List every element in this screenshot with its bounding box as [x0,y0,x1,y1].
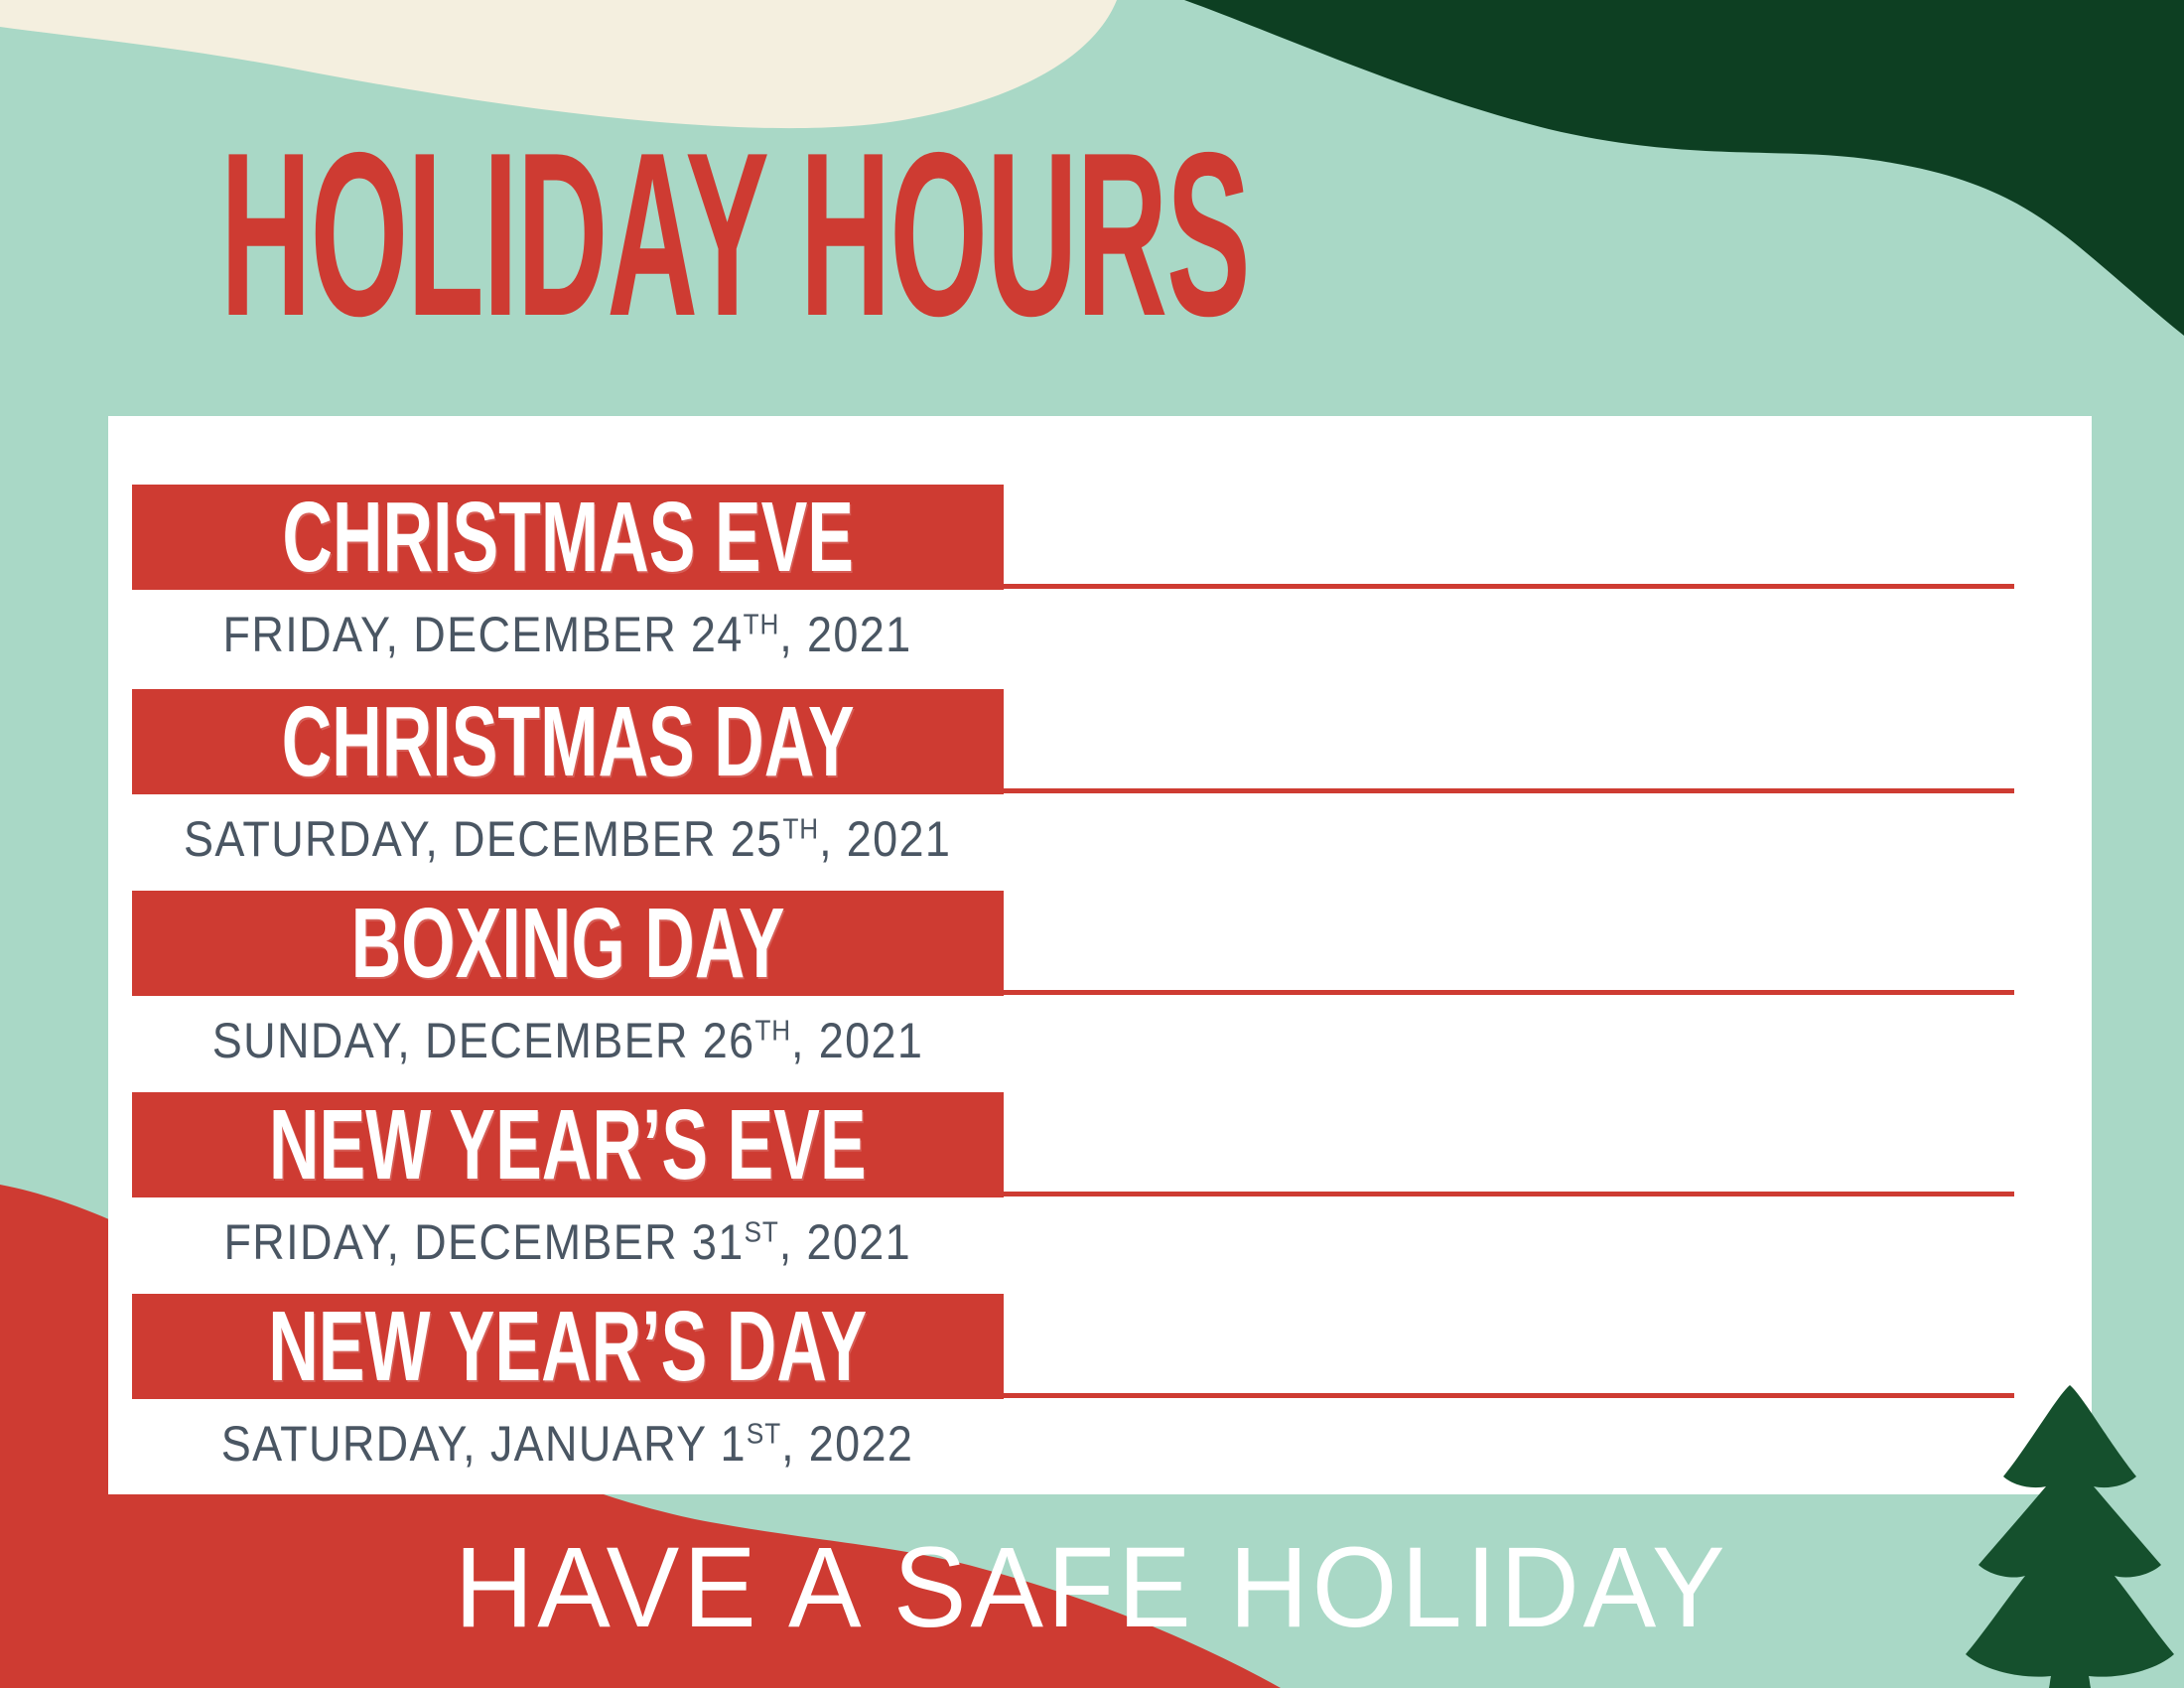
date-ordinal: TH [782,813,820,846]
hours-line [132,1393,2014,1398]
holiday-name: NEW YEAR’S DAY [268,1291,868,1402]
page-title-text: HOLIDAY HOURS [220,103,1251,364]
hours-line [132,990,2014,995]
holiday-name: BOXING DAY [350,888,785,999]
red-blob [0,1185,1281,1688]
date-text: FRIDAY, DECEMBER 31 [223,1214,745,1270]
hours-line [132,788,2014,793]
page-title: HOLIDAY HOURS [220,117,2126,351]
holiday-banner: CHRISTMAS EVE [132,485,1004,590]
date-year: , 2021 [779,1214,912,1270]
date-year: , 2021 [819,811,952,867]
footer-message: HAVE A SAFE HOLIDAY [0,1531,2184,1645]
holiday-name: CHRISTMAS EVE [282,482,854,593]
schedule-row-new-years-eve: NEW YEAR’S EVE FRIDAY, DECEMBER 31ST, 20… [108,1092,2092,1303]
date-text: SUNDAY, DECEMBER 26 [211,1013,755,1068]
holiday-date: SATURDAY, DECEMBER 25TH, 2021 [132,812,1004,866]
holiday-banner: BOXING DAY [132,891,1004,996]
schedule-card: CHRISTMAS EVE FRIDAY, DECEMBER 24TH, 202… [108,416,2092,1494]
holiday-date: SATURDAY, JANUARY 1ST, 2022 [132,1417,1004,1471]
schedule-row-boxing-day: BOXING DAY SUNDAY, DECEMBER 26TH, 2021 [108,891,2092,1101]
holiday-banner: NEW YEAR’S DAY [132,1294,1004,1399]
date-ordinal: ST [747,1418,782,1451]
hours-line [132,584,2014,589]
green-wave [1184,0,2184,336]
date-year: , 2022 [781,1416,914,1472]
date-ordinal: TH [744,609,780,641]
holiday-banner: NEW YEAR’S EVE [132,1092,1004,1197]
schedule-row-christmas-day: CHRISTMAS DAY SATURDAY, DECEMBER 25TH, 2… [108,689,2092,900]
schedule-row-christmas-eve: CHRISTMAS EVE FRIDAY, DECEMBER 24TH, 202… [108,485,2092,695]
date-ordinal: ST [744,1216,780,1249]
schedule-row-new-years-day: NEW YEAR’S DAY SATURDAY, JANUARY 1ST, 20… [108,1294,2092,1504]
holiday-name: CHRISTMAS DAY [281,686,855,797]
holiday-date: FRIDAY, DECEMBER 31ST, 2021 [132,1215,1004,1269]
date-text: FRIDAY, DECEMBER 24 [223,607,745,662]
date-year: , 2021 [791,1013,924,1068]
holiday-name: NEW YEAR’S EVE [269,1089,867,1200]
cream-blob [0,0,1117,129]
hours-line [132,1192,2014,1196]
date-text: SATURDAY, DECEMBER 25 [184,811,783,867]
footer-message-text: HAVE A SAFE HOLIDAY [455,1524,1729,1651]
holiday-banner: CHRISTMAS DAY [132,689,1004,794]
date-year: , 2021 [779,607,912,662]
date-ordinal: TH [754,1015,792,1048]
date-text: SATURDAY, JANUARY 1 [221,1416,748,1472]
holiday-date: SUNDAY, DECEMBER 26TH, 2021 [132,1014,1004,1067]
holiday-date: FRIDAY, DECEMBER 24TH, 2021 [132,608,1004,661]
